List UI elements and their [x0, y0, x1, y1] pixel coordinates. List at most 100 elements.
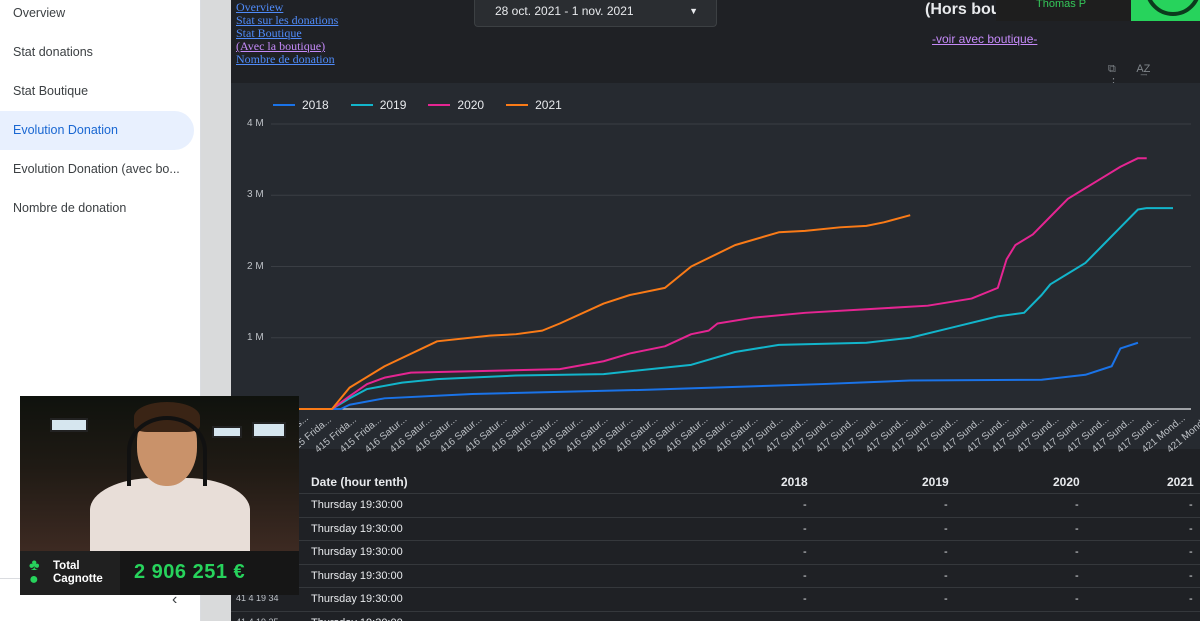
link-overview[interactable]: Overview	[236, 0, 284, 14]
cell-value: -	[1075, 499, 1079, 511]
chart-legend: 2018 2019 2020 2021	[273, 98, 584, 112]
cell-value: -	[803, 593, 807, 605]
legend-label: 2021	[535, 98, 562, 112]
streamer-shirt	[90, 478, 250, 551]
col-2020[interactable]: 2020	[1053, 475, 1080, 489]
legend-item[interactable]: 2020	[428, 98, 484, 112]
sidebar-item-overview[interactable]: Overview	[13, 6, 66, 20]
y-tick-label: 2 M	[247, 260, 264, 272]
link-avec-boutique[interactable]: (Avec la boutique)	[236, 39, 326, 53]
chart-plot	[271, 123, 1191, 410]
cell-date: Thursday 19:30:00	[311, 499, 403, 511]
export-chart-icon[interactable]: ⧉	[1108, 63, 1116, 75]
webcam-overlay	[20, 396, 299, 551]
background-monitor	[50, 418, 88, 432]
top-user-name: Thomas P	[996, 0, 1131, 21]
series-line-2020[interactable]	[297, 157, 1147, 410]
series-line-2018[interactable]	[297, 341, 1139, 410]
cell-value: -	[1189, 499, 1193, 511]
legend-swatch	[350, 104, 373, 106]
cell-value: -	[803, 546, 807, 558]
cell-value: -	[944, 522, 948, 535]
sidebar-item-nombre-donation[interactable]: Nombre de donation	[13, 201, 127, 215]
legend-label: 2018	[302, 98, 329, 112]
legend-label: 2019	[379, 98, 407, 112]
col-2019[interactable]: 2019	[922, 475, 949, 489]
y-tick-label: 3 M	[247, 189, 264, 201]
cell-value: -	[1075, 569, 1079, 582]
table-header: Date (hour tenth) 2018 2019 2020 2021	[231, 471, 1200, 493]
legend-label: 2020	[457, 98, 485, 112]
sidebar-item-stat-boutique[interactable]: Stat Boutique	[13, 84, 89, 98]
legend-swatch	[428, 104, 451, 106]
cell-value: -	[803, 522, 807, 535]
cell-date: Thursday 19:30:00	[311, 593, 403, 605]
cagnotte-label-line1: Total	[53, 560, 80, 572]
cell-value: -	[803, 499, 807, 511]
cagnotte-label-box	[20, 551, 120, 595]
col-2018[interactable]: 2018	[781, 475, 808, 489]
cagnotte-value: 2 906 251 €	[134, 561, 246, 583]
brand-logo	[1131, 0, 1200, 21]
chevron-left-icon[interactable]: ‹	[172, 591, 178, 608]
cagnotte-label: Total Cagnotte	[53, 560, 103, 586]
sidebar-item-evolution-donation[interactable]: Evolution Donation	[0, 111, 194, 150]
series-line-2021[interactable]	[297, 214, 911, 410]
cell-value: -	[1075, 522, 1079, 535]
cell-date: Thursday 19:30:00	[311, 617, 403, 621]
background-monitor	[252, 422, 286, 438]
cell-date: Thursday 19:30:00	[311, 522, 403, 535]
row-index: 41 4 19 35	[236, 617, 279, 621]
page-heading: (Hors bou	[925, 1, 1001, 18]
legend-item[interactable]: 2018	[273, 98, 329, 112]
logo-ring-icon	[1145, 0, 1200, 16]
y-tick-label: 1 M	[247, 331, 264, 343]
cell-value: -	[1075, 593, 1079, 605]
cell-value: -	[1189, 546, 1193, 558]
table-row[interactable]: 41 4 19 35 Thursday 19:30:00	[231, 610, 1200, 621]
cell-value: -	[1189, 593, 1193, 605]
col-2021[interactable]: 2021	[1167, 475, 1194, 489]
cagnotte-label-line2: Cagnotte	[53, 573, 103, 585]
cell-value: -	[1189, 569, 1193, 582]
cell-value: -	[944, 546, 948, 558]
report-canvas: Overview Stat sur les donations Stat Bou…	[231, 0, 1200, 621]
table-row[interactable]: Thursday 19:30:00 - - - -	[231, 516, 1200, 541]
date-range-value: 28 oct. 2021 - 1 nov. 2021	[495, 4, 634, 18]
gift-icon: ♣ ●	[29, 557, 40, 588]
sidebar-item-evolution-donation-boutique[interactable]: Evolution Donation (avec bo...	[13, 162, 180, 176]
headset-icon	[127, 416, 207, 486]
link-stat-boutique[interactable]: Stat Boutique	[236, 26, 302, 40]
table-row[interactable]: Thursday 19:30:00 - - - -	[231, 563, 1200, 588]
cagnotte-banner: ♣ ● Total Cagnotte 2 906 251 €	[20, 551, 299, 595]
legend-swatch	[506, 104, 529, 106]
cell-date: Thursday 19:30:00	[311, 546, 403, 558]
table-row[interactable]: Thursday 19:30:00 - - - -	[231, 493, 1200, 517]
link-nombre-donation[interactable]: Nombre de donation	[236, 52, 335, 66]
cell-value: -	[944, 593, 948, 605]
link-voir-boutique[interactable]: -voir avec boutique-	[932, 32, 1038, 46]
dropdown-caret-icon: ▼	[689, 6, 698, 16]
page-links: Overview Stat sur les donations Stat Bou…	[236, 1, 338, 66]
table-row[interactable]: Thursday 19:30:00 - - - -	[231, 540, 1200, 564]
legend-swatch	[273, 104, 295, 106]
y-tick-label: 4 M	[247, 118, 264, 129]
cell-value: -	[1189, 522, 1193, 535]
background-monitor	[212, 426, 242, 438]
table-row[interactable]: 41 4 19 34 Thursday 19:30:00 - - - -	[231, 587, 1200, 611]
cell-value: -	[944, 569, 948, 582]
cell-value: -	[803, 569, 807, 582]
sort-icon[interactable]: A͢Z	[1136, 63, 1151, 75]
legend-item[interactable]: 2021	[506, 98, 562, 112]
cell-value: -	[944, 499, 948, 511]
col-date[interactable]: Date (hour tenth)	[311, 475, 408, 489]
series-line-2019[interactable]	[297, 207, 1173, 410]
legend-item[interactable]: 2019	[350, 98, 407, 112]
date-range-picker[interactable]: 28 oct. 2021 - 1 nov. 2021 ▼	[474, 0, 717, 27]
cell-date: Thursday 19:30:00	[311, 569, 403, 582]
row-index: 41 4 19 34	[236, 593, 279, 603]
link-stat-donations[interactable]: Stat sur les donations	[236, 13, 339, 27]
cell-value: -	[1075, 546, 1079, 558]
sidebar-item-stat-donations[interactable]: Stat donations	[13, 45, 93, 59]
